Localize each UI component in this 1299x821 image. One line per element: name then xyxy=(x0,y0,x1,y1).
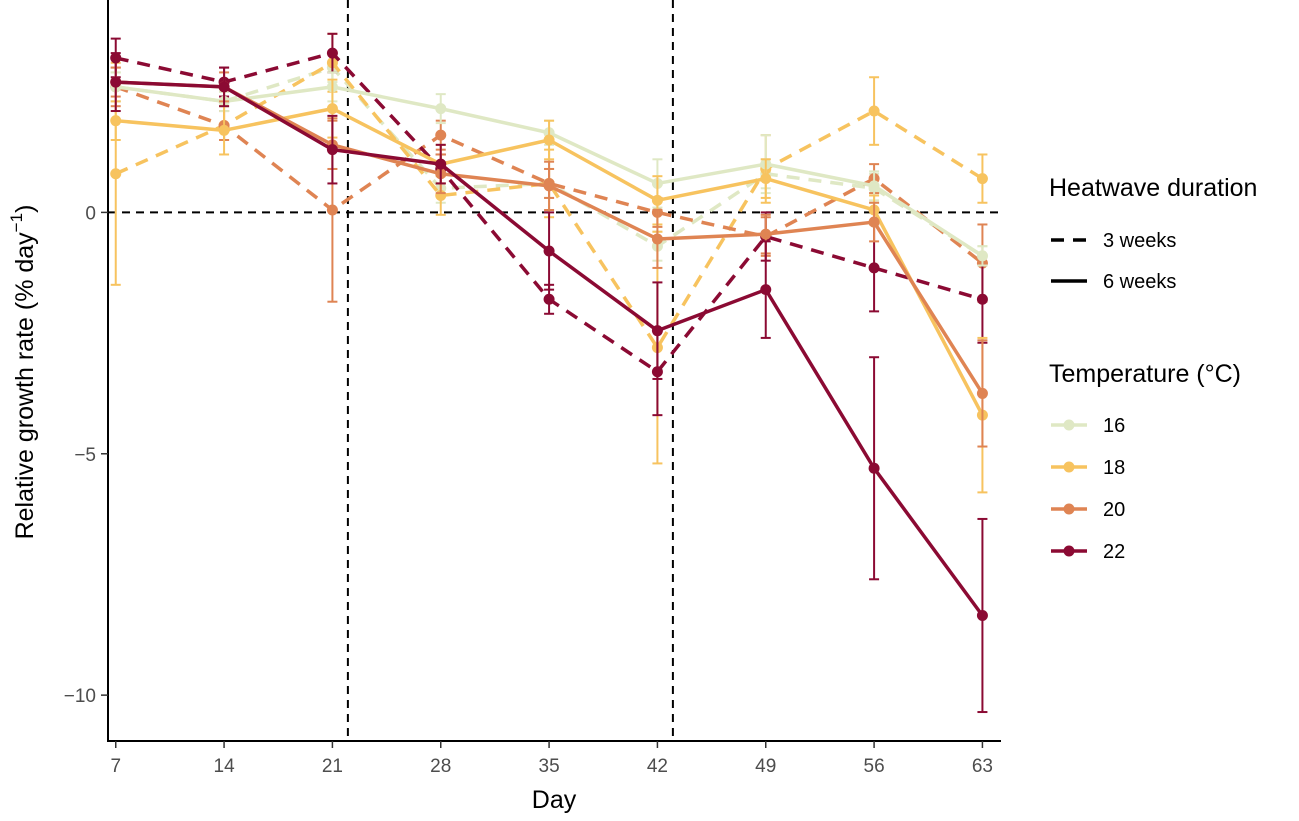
x-axis: 7 14 21 28 35 42 49 56 63 xyxy=(110,741,993,777)
data-point xyxy=(435,103,447,115)
data-point xyxy=(976,250,988,262)
data-point xyxy=(651,194,663,206)
legend-duration-label: 6 weeks xyxy=(1103,271,1176,293)
legend-temperature-point xyxy=(1063,419,1075,431)
y-axis-title-superscript: −1 xyxy=(7,213,26,232)
y-tick-label: −10 xyxy=(64,686,96,707)
data-point xyxy=(868,462,880,474)
series-22-6-weeks xyxy=(110,52,988,714)
legend-temperature-label: 22 xyxy=(1103,541,1125,563)
data-point xyxy=(326,47,338,59)
x-tick-label: 7 xyxy=(110,756,121,777)
data-point xyxy=(976,173,988,185)
y-tick-label: 0 xyxy=(85,203,96,224)
data-point xyxy=(326,144,338,156)
data-point xyxy=(543,293,555,305)
data-point xyxy=(760,228,772,240)
x-tick-label: 14 xyxy=(214,756,236,777)
series-layer xyxy=(110,32,988,714)
legend-temperature-point xyxy=(1063,503,1075,515)
data-point xyxy=(760,284,772,296)
legend-duration-title: Heatwave duration xyxy=(1049,174,1257,202)
legend-duration-label: 3 weeks xyxy=(1103,230,1176,252)
y-axis: 0 −5 −10 xyxy=(64,203,108,707)
data-point xyxy=(868,105,880,117)
reference-lines xyxy=(108,0,1001,741)
data-point xyxy=(760,173,772,185)
legend-temperature-label: 20 xyxy=(1103,499,1125,521)
y-axis-title-main: Relative growth rate (% day xyxy=(11,232,39,540)
legend-temperature-items: 16 18 20 22 xyxy=(1051,415,1125,563)
data-point xyxy=(868,262,880,274)
plot-area xyxy=(108,0,1001,741)
x-tick-label: 63 xyxy=(972,756,993,777)
data-point xyxy=(435,158,447,170)
data-point xyxy=(326,204,338,216)
legend-temperature-label: 18 xyxy=(1103,457,1125,479)
legend-temperature-point xyxy=(1063,545,1075,557)
data-point xyxy=(110,168,122,180)
legend: Heatwave duration 3 weeks 6 weeks Tempera… xyxy=(1049,174,1257,563)
legend-temperature-point xyxy=(1063,461,1075,473)
legend-temperature-title: Temperature (°C) xyxy=(1049,360,1241,388)
data-point xyxy=(218,124,230,136)
x-tick-label: 49 xyxy=(755,756,776,777)
data-point xyxy=(976,293,988,305)
x-axis-title: Day xyxy=(532,786,577,814)
data-point xyxy=(868,180,880,192)
data-point xyxy=(651,325,663,337)
data-point xyxy=(110,115,122,127)
data-point xyxy=(543,134,555,146)
x-tick-label: 42 xyxy=(647,756,668,777)
x-tick-label: 28 xyxy=(430,756,451,777)
data-point xyxy=(868,216,880,228)
y-tick-label: −5 xyxy=(74,445,96,466)
legend-duration-items: 3 weeks 6 weeks xyxy=(1051,230,1176,293)
x-tick-label: 35 xyxy=(539,756,560,777)
x-tick-label: 21 xyxy=(322,756,343,777)
data-point xyxy=(543,180,555,192)
x-tick-label: 56 xyxy=(864,756,885,777)
data-point xyxy=(110,76,122,88)
data-point xyxy=(543,245,555,257)
data-point xyxy=(218,81,230,93)
y-axis-title-close: ) xyxy=(11,205,39,213)
legend-temperature-label: 16 xyxy=(1103,415,1125,437)
data-point xyxy=(976,387,988,399)
y-axis-title: Relative growth rate (% day−1) xyxy=(7,205,39,540)
data-point xyxy=(976,609,988,621)
data-point xyxy=(651,233,663,245)
series-line xyxy=(115,85,984,265)
data-point xyxy=(435,129,447,141)
data-point xyxy=(326,103,338,115)
